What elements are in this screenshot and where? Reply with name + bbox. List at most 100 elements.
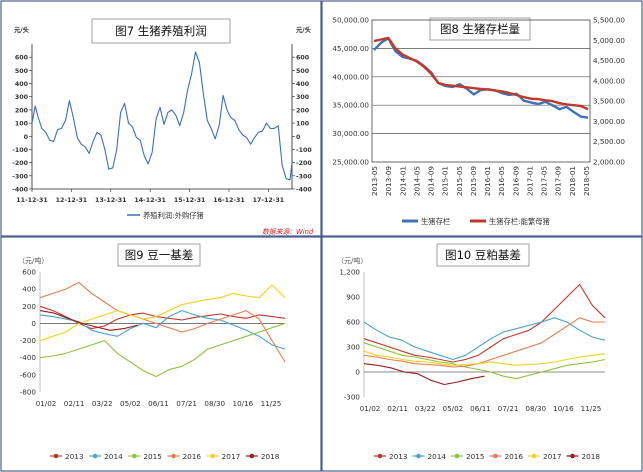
soybean-tick-label-x: 02/11 <box>64 399 85 408</box>
profit-x-tick-label: 15-12-31 <box>174 197 206 204</box>
inventory-x-tick-label: 2017-09 <box>554 166 563 196</box>
inventory-x-tick-label: 2017-05 <box>540 166 549 196</box>
inventory-tick-label-left: 30,000.00 <box>332 129 369 138</box>
profit-right-unit: 元/头 <box>296 25 312 34</box>
inventory-plot-frame <box>371 19 591 163</box>
soybean-tick-label-y: 600 <box>22 268 36 277</box>
meal-legend-marker <box>493 453 498 459</box>
meal-legend-label: 2018 <box>582 452 601 461</box>
inventory-tick-label-left: 45,000.00 <box>332 44 369 53</box>
soybean-tick-label-y: -600 <box>20 370 37 379</box>
soybean-title-box <box>117 243 201 267</box>
soybean-unit: （元/吨） <box>18 256 48 265</box>
soybean-tick-label-y: 400 <box>22 285 36 294</box>
meal-tick-label-x: 05/02 <box>443 404 464 413</box>
soybean-tick-label-x: 01/02 <box>36 399 57 408</box>
profit-source: 数据来源：Wind <box>262 228 314 236</box>
panel-profit: 图7 生猪养殖利润 元/头 元/头 -400 -400 -300 -300 -200 -2… <box>0 0 322 237</box>
profit-tick-label-right: -200 <box>296 160 312 167</box>
profit-x-tick-label: 13-12-31 <box>95 197 127 204</box>
profit-x-tick-label: 17-12-31 <box>253 197 285 204</box>
soybean-tick-label-x: 07/21 <box>176 399 197 408</box>
inventory-tick-label-left: 35,000.00 <box>332 101 369 110</box>
meal-plot: -300 0 300 600 900 1,200 01/02 02/11 03/22 05/02 0… <box>339 268 606 413</box>
inventory-title: 图8 生猪存栏量 <box>440 22 520 36</box>
profit-tick-label-left: 200 <box>15 107 29 114</box>
inventory-tick-label-right: 5,000.00 <box>593 36 625 45</box>
meal-legend-label: 2014 <box>428 452 447 461</box>
profit-tick-label-right: 100 <box>296 121 310 128</box>
soybean-legend-label: 2017 <box>222 452 241 461</box>
meal-tick-label-y: 600 <box>346 318 360 327</box>
profit-tick-label-right: 200 <box>296 107 310 114</box>
meal-legend-marker <box>570 453 575 459</box>
inventory-tick-label-left: 50,000.00 <box>332 16 369 25</box>
meal-tick-label-x: 01/02 <box>360 404 381 413</box>
inventory-tick-label-left: 40,000.00 <box>332 72 369 81</box>
profit-tick-label-left: 100 <box>15 121 29 128</box>
meal-tick-label-y: 900 <box>346 293 360 302</box>
profit-tick-label-left: -300 <box>12 173 28 180</box>
soybean-tick-label-x: 06/11 <box>148 399 169 408</box>
soybean-series-line-2013 <box>39 305 286 330</box>
profit-tick-label-left: -100 <box>12 147 28 154</box>
soybean-tick-label-x: 11/25 <box>261 399 282 408</box>
profit-legend: 养殖利润:外购仔猪 <box>127 211 204 220</box>
profit-title-box <box>91 18 231 44</box>
profit-tick-label-right: -300 <box>296 173 312 180</box>
soybean-legend-label: 2018 <box>261 452 280 461</box>
soybean-tick-label-y: 0 <box>31 319 36 328</box>
inventory-tick-label-right: 2,000.00 <box>593 158 625 167</box>
profit-tick-label-right: -100 <box>296 147 312 154</box>
panel-meal-basis: 图10 豆粕基差 （元/吨） -300 0 300 600 900 1,200 01/02 0… <box>321 236 643 472</box>
meal-unit: （元/吨） <box>337 256 367 265</box>
profit-series-line <box>31 51 293 181</box>
inventory-x-tick-label: 2015-09 <box>469 166 478 196</box>
meal-tick-label-x: 02/11 <box>387 404 408 413</box>
profit-title: 图7 生猪养殖利润 <box>115 24 206 38</box>
profit-tick-label-left: 400 <box>15 81 29 88</box>
profit-x-tick-label: 12-12-31 <box>56 197 88 204</box>
inventory-x-tick-label: 2018-05 <box>582 166 591 196</box>
soybean-legend-marker <box>249 453 255 459</box>
meal-series-line-2014 <box>363 317 606 361</box>
soybean-tick-label-x: 05/02 <box>120 399 141 408</box>
profit-tick-label-right: 0 <box>296 134 301 141</box>
soybean-legend-marker <box>210 453 215 459</box>
profit-x-tick-label: 14-12-31 <box>134 197 166 204</box>
profit-tick-label-left: -200 <box>12 160 28 167</box>
meal-legend-label: 2017 <box>543 452 562 461</box>
soybean-series-line-2018 <box>39 310 139 331</box>
meal-series-line-2016 <box>363 317 605 368</box>
profit-tick-label-right: 300 <box>296 94 310 101</box>
profit-tick-label-right: 600 <box>296 55 310 62</box>
inventory-x-tick-label: 2015-01 <box>441 166 450 196</box>
inventory-series-line-2 <box>373 36 589 111</box>
inventory-tick-label-right: 3,000.00 <box>593 117 625 126</box>
meal-legend-marker <box>416 453 421 459</box>
meal-tick-label-x: 08/30 <box>525 404 546 413</box>
meal-tick-label-x: 10/16 <box>553 404 574 413</box>
meal-tick-label-x: 11/25 <box>581 404 602 413</box>
panel-inventory: 图8 生猪存栏量 25,000.00 30,000.00 35,000.00 40,0… <box>321 0 643 237</box>
soybean-legend-marker <box>132 453 137 459</box>
profit-tick-label-left: 0 <box>24 134 29 141</box>
meal-legend-marker <box>454 453 460 459</box>
meal-legend-label: 2016 <box>505 452 524 461</box>
inventory-x-tick-label: 2013-09 <box>384 166 393 196</box>
profit-tick-label-left: 300 <box>15 94 29 101</box>
meal-series-line-2015 <box>363 342 606 380</box>
meal-series-line-2013 <box>363 283 606 363</box>
soybean-tick-label-x: 08/30 <box>204 399 225 408</box>
profit-tick-label-right: 400 <box>296 81 310 88</box>
soybean-legend-label: 2015 <box>143 452 162 461</box>
meal-title-box <box>436 243 530 267</box>
meal-title: 图10 豆粕基差 <box>445 248 521 262</box>
meal-legend-marker <box>531 453 537 459</box>
meal-tick-label-y: 1,200 <box>339 268 360 277</box>
profit-x-tick-label: 16-12-31 <box>213 197 245 204</box>
inventory-x-tick-label: 2016-05 <box>497 166 506 196</box>
profit-left-unit: 元/头 <box>14 25 30 34</box>
meal-legend-label: 2013 <box>389 452 408 461</box>
